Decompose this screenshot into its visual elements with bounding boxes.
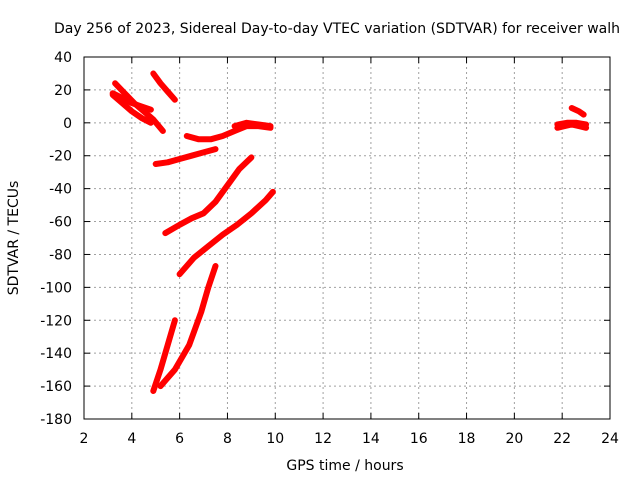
y-tick-label-9: -140 [40, 346, 72, 362]
x-tick-label-10: 22 [553, 431, 571, 447]
series-track-4 [150, 70, 178, 103]
x-tick-label-1: 4 [127, 431, 136, 447]
series-track-3 [109, 91, 154, 126]
y-tick-label-10: -160 [40, 379, 72, 395]
plot-frame [83, 56, 611, 420]
series-track-11 [157, 263, 219, 390]
y-tick-label-8: -120 [40, 313, 72, 329]
y-tick-label-2: 0 [63, 116, 72, 132]
x-tick-label-7: 16 [410, 431, 428, 447]
y-tick-label-11: -180 [40, 412, 72, 428]
series-track-6 [183, 123, 274, 143]
y-tick-label-1: 20 [54, 83, 72, 99]
y-axis-title: SDTVAR / TECUs [6, 181, 22, 296]
y-tick-labels: 40 20 0 -20 -40 -60 -80 -100 -120 -140 -160 -180 [40, 50, 72, 428]
y-tick-label-5: -60 [49, 215, 72, 231]
data-series [109, 70, 590, 394]
series-track-8 [162, 154, 255, 237]
x-tick-label-5: 12 [314, 431, 332, 447]
x-tick-label-9: 20 [505, 431, 523, 447]
series-track-2 [112, 80, 166, 134]
x-tick-label-2: 6 [175, 431, 184, 447]
y-tick-label-7: -100 [40, 280, 72, 296]
x-tick-label-8: 18 [458, 431, 476, 447]
grid-lines [84, 57, 610, 419]
y-tick-label-0: 40 [54, 50, 72, 66]
x-axis-title: GPS time / hours [286, 458, 403, 474]
y-tick-label-3: -20 [49, 149, 72, 165]
series-track-7 [231, 119, 274, 130]
x-tick-label-4: 10 [266, 431, 284, 447]
x-tick-label-0: 2 [80, 431, 89, 447]
y-tick-label-6: -80 [49, 247, 72, 263]
y-tick-label-4: -40 [49, 182, 72, 198]
x-tick-label-6: 14 [362, 431, 380, 447]
x-tick-labels: 2 4 6 8 10 12 14 16 18 20 22 24 [80, 431, 619, 447]
series-track-9 [176, 188, 276, 278]
x-tick-label-3: 8 [223, 431, 232, 447]
series-track-13 [554, 119, 590, 128]
series-track-10 [150, 317, 178, 394]
x-tick-label-11: 24 [601, 431, 619, 447]
series-track-5 [152, 146, 219, 167]
series-track-14 [568, 105, 587, 118]
chart-title: Day 256 of 2023, Sidereal Day-to-day VTE… [54, 21, 620, 37]
